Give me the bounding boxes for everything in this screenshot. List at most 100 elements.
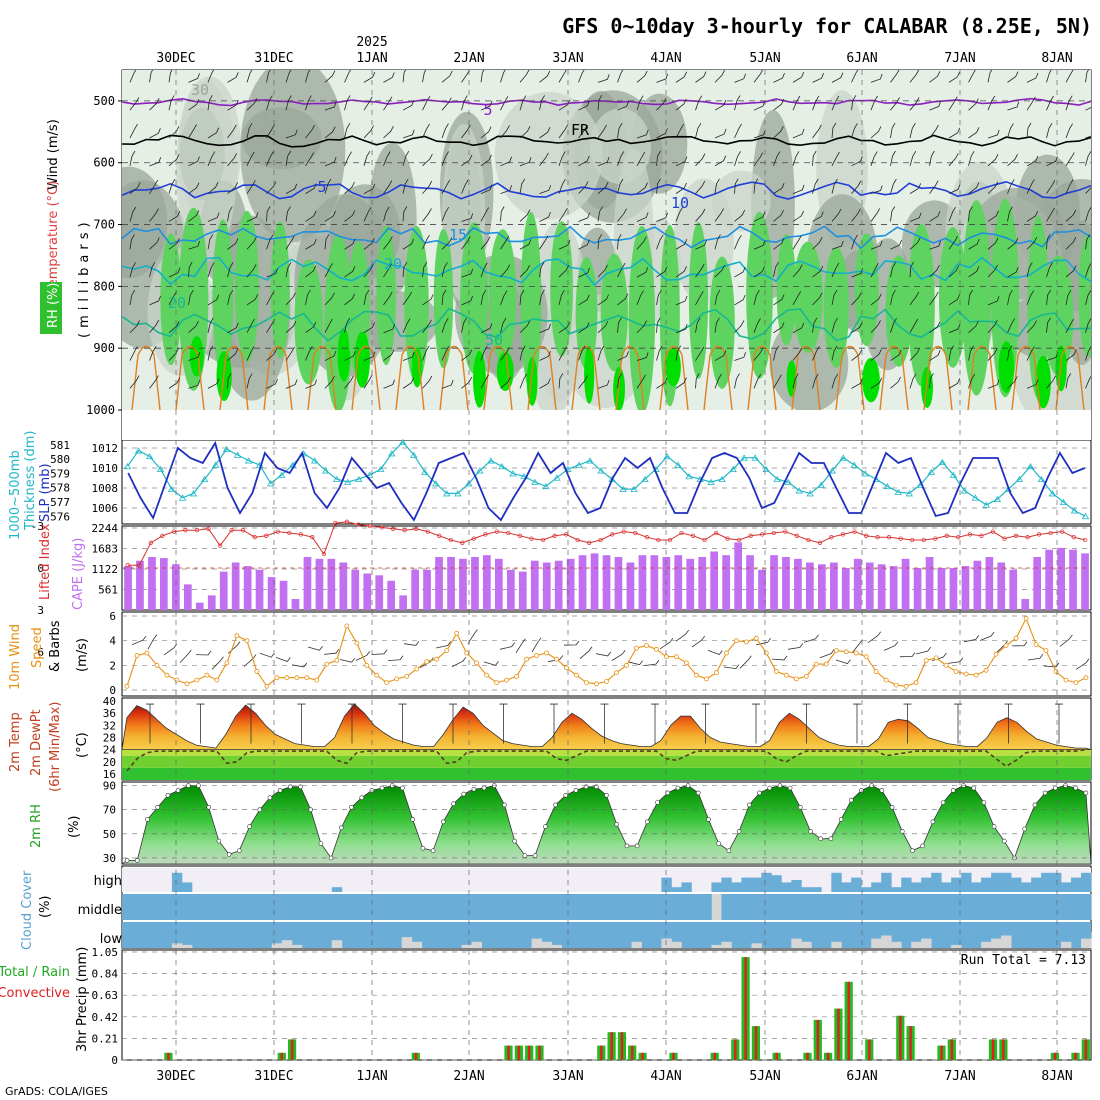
li-point bbox=[1083, 537, 1088, 543]
cape-bar bbox=[590, 553, 599, 610]
wind-barb bbox=[402, 129, 415, 139]
wind-barb bbox=[948, 323, 961, 334]
wind-barb bbox=[227, 124, 237, 139]
wind-barb bbox=[987, 379, 1000, 389]
wind-barb bbox=[422, 261, 428, 278]
top-day-label: 6JAN bbox=[846, 51, 877, 66]
cape-bar bbox=[901, 558, 910, 610]
cloud-bar bbox=[881, 894, 892, 920]
wind-barb bbox=[1026, 122, 1032, 139]
rh-panel bbox=[122, 783, 1091, 864]
wind-barb bbox=[578, 100, 590, 111]
wind-barb bbox=[168, 377, 180, 389]
wind-barb bbox=[792, 290, 802, 306]
minmax-bar bbox=[348, 703, 356, 744]
li-point bbox=[725, 536, 730, 541]
precip-convective-bar bbox=[517, 1045, 521, 1060]
thickness-line bbox=[127, 441, 1086, 517]
wind-barb bbox=[929, 350, 941, 361]
wind-barb bbox=[324, 292, 335, 306]
cape-bar bbox=[698, 557, 707, 610]
surface-wind-barb bbox=[675, 629, 690, 642]
wind-barb bbox=[558, 346, 567, 361]
pressure-tick-label: 600 bbox=[93, 156, 115, 170]
wind-speed-point bbox=[394, 676, 400, 682]
wind-barb bbox=[480, 374, 489, 389]
wind-barb bbox=[656, 73, 669, 83]
precip-frame bbox=[121, 949, 1092, 1061]
wind-barb bbox=[305, 289, 311, 305]
contour-label: 30 bbox=[191, 81, 209, 99]
wind-barb bbox=[519, 289, 525, 305]
cloud-low-bar bbox=[751, 943, 762, 948]
wind-barb bbox=[597, 345, 605, 361]
rh-point bbox=[573, 788, 579, 793]
wind-barb bbox=[383, 96, 393, 111]
cloud-bar bbox=[501, 894, 512, 920]
cape-bar bbox=[471, 557, 479, 610]
cloud-bar bbox=[451, 894, 463, 920]
wind-barb bbox=[812, 373, 819, 389]
cloud-bar bbox=[801, 887, 812, 892]
wind-barb bbox=[987, 320, 998, 333]
li-point bbox=[817, 540, 823, 545]
wind-barb bbox=[461, 154, 473, 167]
isotherm-warm bbox=[835, 345, 865, 411]
rh-moist-column bbox=[600, 253, 628, 372]
label-wind-speed: Speed bbox=[30, 627, 45, 668]
surface-wind-barb bbox=[819, 649, 835, 659]
wind-barb bbox=[714, 350, 727, 361]
cloud-bar bbox=[391, 894, 403, 920]
thickness-point bbox=[729, 465, 737, 473]
wind-barb bbox=[909, 97, 920, 111]
rh-point bbox=[155, 804, 160, 810]
rh-point bbox=[920, 843, 926, 849]
li-point bbox=[529, 536, 534, 541]
cloud-bar bbox=[811, 887, 822, 892]
wind-barb bbox=[227, 322, 239, 334]
wind-barb bbox=[363, 96, 373, 111]
surface-wind-barb bbox=[883, 641, 899, 651]
wind-barb bbox=[734, 73, 746, 83]
cape-bar bbox=[997, 562, 1006, 610]
li-point bbox=[483, 532, 488, 537]
wind-barb bbox=[168, 126, 180, 139]
cloud-bar bbox=[261, 894, 273, 920]
wind-barb bbox=[851, 123, 858, 139]
wind-barb bbox=[948, 71, 960, 83]
cloud-low-bar bbox=[661, 938, 672, 948]
rh-axis: 30 50 70 90 bbox=[103, 780, 116, 865]
label-thickness-1: 1000~500mb bbox=[8, 450, 23, 540]
wind-barb bbox=[383, 379, 395, 389]
wind-barb bbox=[285, 150, 292, 166]
cloud-bar bbox=[201, 894, 213, 920]
wind-barb bbox=[539, 127, 551, 139]
cloud-bar bbox=[911, 894, 922, 920]
wind-barb bbox=[246, 346, 255, 361]
wind-barb bbox=[812, 95, 820, 111]
thickness-point bbox=[1048, 490, 1057, 497]
surface-wind-barb bbox=[467, 629, 478, 644]
rh-point bbox=[1032, 802, 1038, 808]
wind-barb bbox=[987, 181, 999, 194]
wind-barb bbox=[929, 124, 939, 139]
wind-speed-point bbox=[973, 672, 979, 678]
wind-barb bbox=[636, 70, 648, 83]
precip-convective-bar bbox=[744, 957, 747, 1060]
cloud-bar bbox=[311, 894, 323, 920]
cloud-bar bbox=[221, 894, 233, 920]
li-point bbox=[425, 529, 430, 534]
rh-tick-label: 50 bbox=[103, 828, 116, 841]
wind-barb bbox=[207, 294, 220, 306]
cloud-bar bbox=[771, 875, 782, 892]
contour-label: 10 bbox=[671, 194, 689, 212]
cape-bar bbox=[231, 562, 240, 610]
precip-panel: 0 0.21 0.42 0.63 0.84 1.05 Run Total = 7.13 bbox=[92, 946, 1091, 1067]
li-point bbox=[806, 537, 811, 543]
rh-point bbox=[542, 824, 548, 829]
cape-bar bbox=[1069, 549, 1077, 610]
wind-barb bbox=[695, 263, 705, 278]
rh-point bbox=[818, 836, 824, 842]
wind-barb bbox=[812, 346, 820, 361]
wind-barb bbox=[656, 317, 661, 333]
